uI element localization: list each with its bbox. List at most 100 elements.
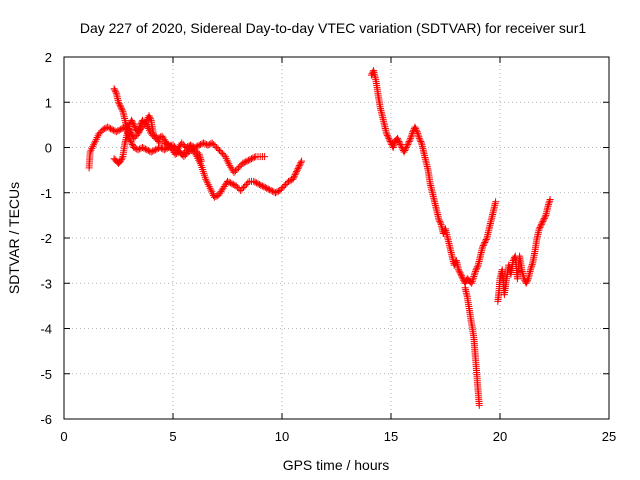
data-point xyxy=(384,133,392,141)
data-point xyxy=(395,138,403,145)
data-point xyxy=(117,157,125,165)
data-point xyxy=(149,131,157,139)
data-point xyxy=(414,129,422,137)
data-point xyxy=(383,131,391,139)
data-point xyxy=(131,133,139,141)
data-point xyxy=(232,167,239,175)
data-point xyxy=(277,185,285,193)
data-point xyxy=(290,174,298,182)
data-point xyxy=(144,123,152,131)
series-arc-B xyxy=(110,85,269,176)
data-point xyxy=(282,181,290,188)
data-point xyxy=(149,147,157,155)
y-tick-label: -3 xyxy=(40,276,52,291)
data-point xyxy=(140,144,148,152)
data-point xyxy=(139,116,146,124)
data-point xyxy=(402,144,410,151)
y-tick-label: 0 xyxy=(45,141,52,156)
data-point xyxy=(291,171,299,179)
grid-layer xyxy=(64,57,609,419)
data-point xyxy=(236,162,244,170)
data-point xyxy=(197,157,205,165)
data-point xyxy=(408,131,416,139)
data-point xyxy=(130,121,138,129)
data-point xyxy=(88,144,96,152)
data-point xyxy=(232,182,240,190)
data-point xyxy=(537,222,545,230)
data-point xyxy=(251,178,259,186)
data-point xyxy=(147,148,155,156)
data-point xyxy=(228,180,236,188)
data-point xyxy=(152,146,160,154)
data-point xyxy=(91,139,98,147)
data-point xyxy=(260,183,268,191)
data-point xyxy=(171,143,178,151)
data-point xyxy=(139,144,146,151)
data-point xyxy=(406,136,414,144)
data-point xyxy=(111,86,119,94)
data-point xyxy=(210,193,218,201)
data-point xyxy=(292,169,300,177)
data-point xyxy=(539,217,547,225)
x-tick-label: 25 xyxy=(602,429,616,444)
data-point xyxy=(150,133,158,141)
series-arc-C xyxy=(110,116,205,167)
data-point xyxy=(153,136,161,144)
data-point xyxy=(298,157,306,165)
data-point xyxy=(141,145,149,153)
data-point xyxy=(289,175,297,183)
data-point xyxy=(249,154,257,162)
y-axis-label: SDTVAR / TECUs xyxy=(6,182,22,294)
data-point xyxy=(458,272,465,280)
data-point xyxy=(528,262,536,270)
data-point xyxy=(240,184,247,191)
data-point xyxy=(479,243,487,251)
data-point xyxy=(383,130,391,138)
data-point xyxy=(246,156,254,164)
y-tick-label: 1 xyxy=(45,95,52,110)
data-point xyxy=(233,165,241,173)
data-point xyxy=(237,187,245,194)
data-point xyxy=(545,199,553,207)
data-point xyxy=(401,147,409,154)
plot-frame xyxy=(63,56,610,420)
data-point xyxy=(407,134,415,142)
data-point xyxy=(204,141,212,149)
data-point xyxy=(412,125,420,133)
data-point xyxy=(178,139,186,147)
data-point xyxy=(253,179,261,187)
data-point xyxy=(160,146,168,154)
data-point xyxy=(404,139,412,147)
data-point xyxy=(472,266,480,274)
data-point xyxy=(128,141,136,148)
data-point xyxy=(214,145,222,153)
data-point xyxy=(242,181,250,188)
data-point xyxy=(118,106,126,114)
data-point xyxy=(129,119,137,127)
data-point xyxy=(104,123,112,131)
data-point xyxy=(541,213,549,221)
data-point xyxy=(396,141,404,148)
data-point xyxy=(280,182,288,190)
data-point xyxy=(146,113,154,121)
data-point xyxy=(538,219,546,227)
data-point xyxy=(386,136,393,144)
data-point xyxy=(117,104,125,112)
data-point xyxy=(162,140,170,148)
data-point xyxy=(134,128,142,136)
data-point xyxy=(207,186,215,194)
data-point xyxy=(224,158,232,166)
data-point xyxy=(492,198,500,206)
y-tick-label: -2 xyxy=(40,231,52,246)
data-point xyxy=(221,153,229,161)
data-point xyxy=(202,175,210,183)
data-point xyxy=(169,141,177,149)
data-point xyxy=(188,143,196,151)
data-point xyxy=(257,181,265,189)
marks-layer xyxy=(85,67,554,409)
x-tick-label: 0 xyxy=(60,429,67,444)
data-point xyxy=(112,128,120,136)
data-point xyxy=(239,159,247,167)
data-point xyxy=(540,216,548,224)
